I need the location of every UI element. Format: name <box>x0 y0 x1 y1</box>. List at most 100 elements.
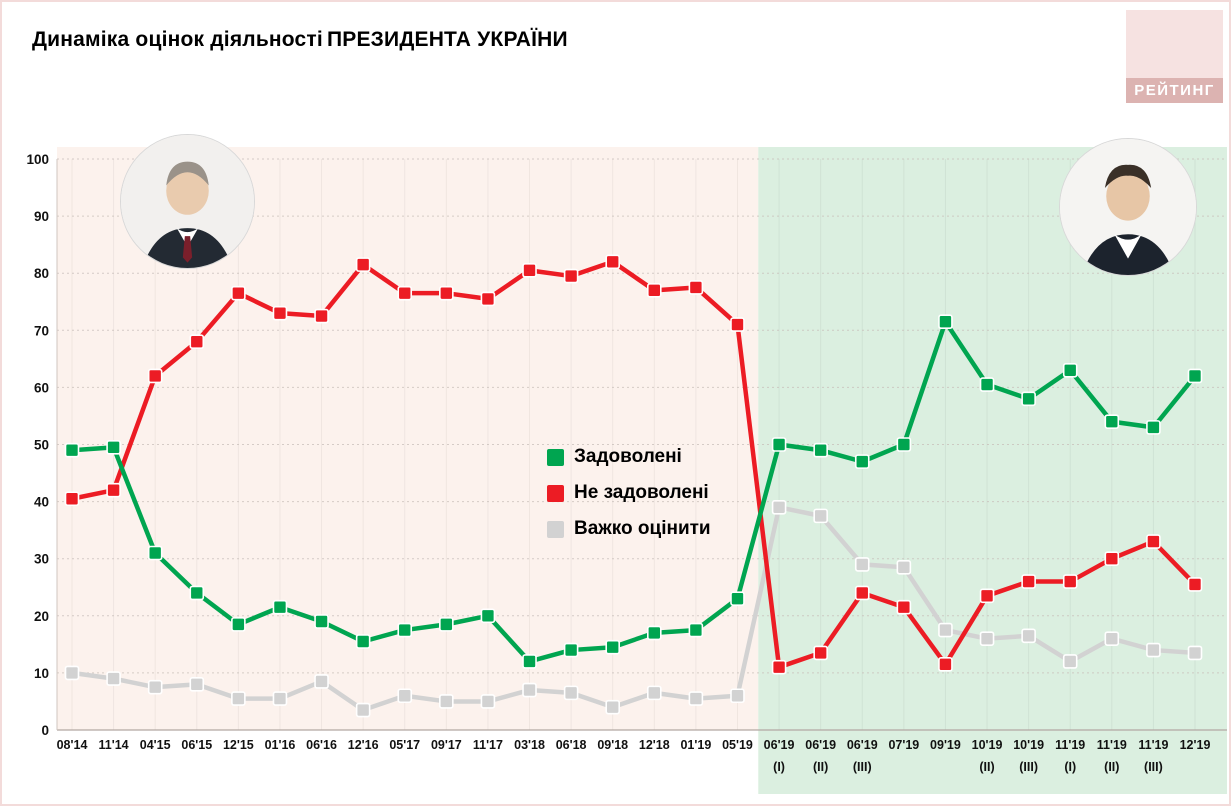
x-tick-sublabel: (II) <box>1104 760 1119 774</box>
x-tick-label: 05'19 <box>722 738 753 752</box>
x-tick-label: 06'16 <box>306 738 337 752</box>
marker-dissatisfied <box>189 334 205 350</box>
marker-hard_to_say <box>1104 631 1120 646</box>
x-tick-label: 06'19 <box>847 738 878 752</box>
y-tick-label: 30 <box>34 552 49 567</box>
marker-dissatisfied <box>646 283 662 298</box>
marker-hard_to_say <box>231 691 246 706</box>
rating-logo-text: РЕЙТИНГ <box>1126 78 1223 103</box>
x-tick-sublabel: (III) <box>853 760 872 774</box>
y-tick-label: 20 <box>34 609 49 624</box>
marker-hard_to_say <box>854 557 870 572</box>
marker-hard_to_say <box>1021 628 1036 644</box>
x-tick-label: 01'19 <box>680 738 711 752</box>
x-tick-label: 08'14 <box>57 738 88 752</box>
x-tick-label: 09'18 <box>597 738 628 752</box>
horizontal-gridlines: 0 10 20 30 40 50 60 70 80 90 100 <box>26 152 1227 738</box>
marker-hard_to_say <box>688 691 704 706</box>
marker-hard_to_say <box>397 688 413 704</box>
marker-satisfied <box>646 625 662 641</box>
marker-satisfied <box>480 608 496 624</box>
marker-satisfied <box>231 617 246 632</box>
x-tick-label: 06'19 <box>805 738 836 752</box>
x-tick-label: 06'19 <box>764 738 795 752</box>
marker-satisfied <box>854 454 870 469</box>
legend-swatch-satisfied <box>547 448 564 466</box>
legend-swatch-dissatisfied <box>547 484 564 502</box>
marker-dissatisfied <box>813 645 828 661</box>
marker-satisfied <box>1062 362 1078 378</box>
marker-dissatisfied <box>64 491 80 507</box>
x-tick-label: 06'15 <box>181 738 212 752</box>
x-tick-label: 10'19 <box>972 738 1003 752</box>
marker-hard_to_say <box>563 685 579 701</box>
series-hard_to_say <box>64 500 1203 718</box>
x-tick-label: 12'16 <box>348 738 379 752</box>
x-tick-sublabel: (II) <box>813 760 828 774</box>
marker-hard_to_say <box>522 682 537 698</box>
marker-satisfied <box>522 654 537 669</box>
marker-hard_to_say <box>1146 642 1161 658</box>
legend-label-dissatisfied: Не задоволені <box>574 482 709 503</box>
marker-satisfied <box>272 599 288 615</box>
marker-dissatisfied <box>272 305 288 321</box>
series-dissatisfied <box>64 254 1203 675</box>
marker-dissatisfied <box>397 285 413 301</box>
marker-hard_to_say <box>813 508 828 524</box>
x-tick-label: 06'18 <box>556 738 587 752</box>
marker-dissatisfied <box>688 280 704 295</box>
marker-hard_to_say <box>147 679 163 695</box>
x-tick-label: 11'14 <box>99 738 129 752</box>
y-tick-label: 90 <box>34 209 49 224</box>
y-tick-label: 0 <box>41 723 49 738</box>
y-tick-label: 60 <box>34 380 49 395</box>
marker-hard_to_say <box>979 631 995 646</box>
marker-satisfied <box>439 617 454 632</box>
marker-satisfied <box>397 622 413 638</box>
x-tick-labels: 08'14 11'14 04'15 06'15 12'15 01'16 06'16 12'16… <box>57 738 1211 774</box>
x-tick-label: 12'19 <box>1180 738 1211 752</box>
marker-dissatisfied <box>1187 577 1203 592</box>
marker-dissatisfied <box>563 268 579 284</box>
y-tick-label: 10 <box>34 666 49 681</box>
marker-hard_to_say <box>439 694 454 709</box>
x-tick-label: 11'19 <box>1055 738 1085 752</box>
marker-hard_to_say <box>730 688 745 704</box>
x-tick-sublabel: (III) <box>1019 760 1038 774</box>
title-emphasis: ПРЕЗИДЕНТА УКРАЇНИ <box>326 28 568 51</box>
marker-hard_to_say <box>646 685 662 701</box>
x-tick-label: 05'17 <box>389 738 420 752</box>
y-tick-label: 50 <box>34 438 49 453</box>
marker-satisfied <box>1021 391 1036 407</box>
marker-dissatisfied <box>439 285 454 301</box>
marker-hard_to_say <box>189 677 205 692</box>
marker-hard_to_say <box>314 674 329 689</box>
marker-hard_to_say <box>771 500 787 515</box>
marker-dissatisfied <box>730 317 745 332</box>
marker-dissatisfied <box>480 291 496 307</box>
marker-satisfied <box>896 437 912 452</box>
legend-label-satisfied: Задоволені <box>574 446 682 467</box>
legend-item-satisfied: Задоволені <box>547 439 711 475</box>
marker-satisfied <box>1104 414 1120 429</box>
marker-dissatisfied <box>938 657 953 672</box>
marker-dissatisfied <box>896 599 912 615</box>
marker-dissatisfied <box>854 585 870 601</box>
x-tick-label: 03'18 <box>514 738 545 752</box>
marker-dissatisfied <box>1021 574 1036 589</box>
chart-legend: Задоволені Не задоволені Важко оцінити <box>547 439 711 547</box>
marker-hard_to_say <box>355 702 371 718</box>
marker-satisfied <box>771 437 787 452</box>
marker-hard_to_say <box>896 559 912 575</box>
marker-satisfied <box>1187 368 1203 384</box>
legend-item-hard-to-say: Важко оцінити <box>547 511 711 547</box>
marker-dissatisfied <box>771 659 787 675</box>
marker-dissatisfied <box>1062 574 1078 589</box>
y-tick-label: 100 <box>26 152 49 167</box>
marker-dissatisfied <box>1104 551 1120 567</box>
x-tick-label: 09'19 <box>930 738 961 752</box>
marker-hard_to_say <box>106 671 121 686</box>
x-tick-label: 04'15 <box>140 738 171 752</box>
marker-hard_to_say <box>1062 654 1078 669</box>
